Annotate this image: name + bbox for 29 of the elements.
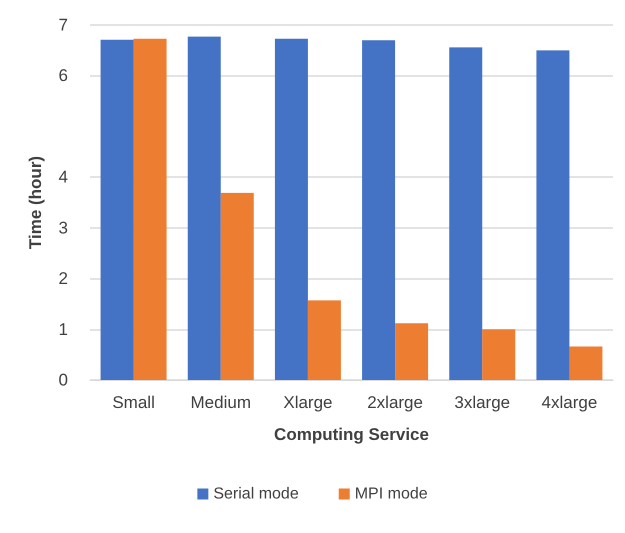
legend-label: Serial mode [213,486,299,502]
x-tick-label: 4xlarge [542,393,598,412]
legend-label: MPI mode [354,486,428,502]
y-tick-label: 6 [58,66,68,86]
bar [308,300,341,380]
x-axis-title: Computing Service [274,425,429,444]
y-tick-label: 4 [58,168,68,187]
bar [134,38,167,380]
y-tick-label: 3 [58,218,68,238]
bar [220,192,254,380]
y-tick-label: 1 [58,320,68,339]
bar [362,40,396,380]
y-tick-label: 0 [58,370,68,390]
bar [274,38,308,380]
bar [536,50,570,380]
y-tick-label: 7 [58,16,68,34]
bar [569,346,602,380]
x-tick-label: Xlarge [283,393,332,412]
bar [449,47,482,380]
x-tick-label: 3xlarge [454,393,510,412]
x-tick-label: Small [112,393,155,412]
bar [395,323,428,380]
y-axis-title: Time (hour) [26,156,45,250]
x-tick-label: Medium [190,393,251,412]
bar [100,40,134,380]
x-tick-label: 2xlarge [367,393,423,412]
bar [188,36,221,380]
bar [482,329,516,380]
y-tick-label: 2 [58,269,68,288]
